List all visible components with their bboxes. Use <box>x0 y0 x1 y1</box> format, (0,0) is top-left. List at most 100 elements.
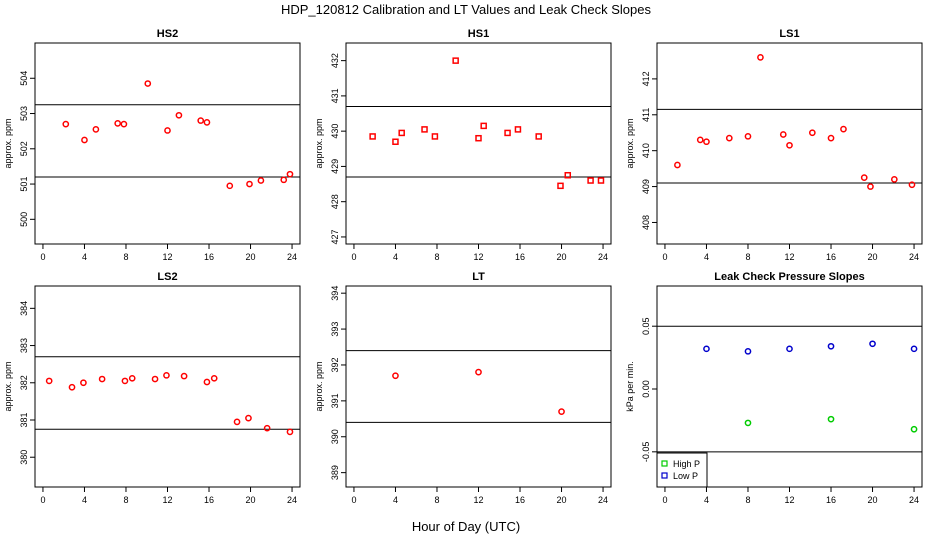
y-axis-label: approx. ppm <box>314 361 324 411</box>
data-point <box>121 377 129 385</box>
data-point <box>674 161 681 169</box>
y-tick-label: 383 <box>19 338 29 353</box>
x-tick-label: 16 <box>826 495 836 505</box>
legend-label: High P <box>673 459 700 469</box>
panel-hs2: HS2 0 4 8 12 16 20 24 500 501 502 503 504 approx. ppm <box>3 28 301 262</box>
data-point <box>175 111 183 119</box>
data-point <box>514 126 522 133</box>
data-point <box>81 136 88 144</box>
x-tick-label: 4 <box>82 495 87 505</box>
panel-leak: Leak Check Pressure Slopes 0 4 8 12 16 20 24 -0.… <box>625 271 923 505</box>
x-tick-label: 8 <box>434 252 439 262</box>
data-point <box>369 133 376 140</box>
y-tick-label: 412 <box>641 71 651 86</box>
data-point <box>744 419 752 427</box>
x-tick-label: 16 <box>204 495 214 505</box>
data-point <box>910 425 918 433</box>
data-point <box>45 377 53 385</box>
data-point <box>504 129 511 137</box>
y-tick-label: 431 <box>330 88 340 103</box>
data-point <box>62 120 70 128</box>
y-tick-label: 429 <box>330 159 340 174</box>
data-point <box>452 57 459 64</box>
y-tick-label: 500 <box>19 212 29 227</box>
data-point <box>890 176 898 183</box>
data-point <box>703 138 710 146</box>
x-tick-label: 24 <box>287 252 297 262</box>
y-tick-label: 432 <box>330 53 340 68</box>
x-tick-label: 0 <box>40 495 45 505</box>
x-tick-label: 0 <box>351 252 356 262</box>
data-point <box>564 171 572 179</box>
y-tick-label: 501 <box>19 177 29 192</box>
plot-frame <box>345 285 612 488</box>
x-tick-label: 24 <box>287 495 297 505</box>
panel-ls2: LS2 0 4 8 12 16 20 24 380 381 382 383 384 approx. ppm <box>3 271 301 505</box>
plot-frame <box>34 42 301 245</box>
y-tick-label: 382 <box>19 375 29 390</box>
data-point <box>120 120 128 128</box>
y-tick-label: 411 <box>641 108 651 122</box>
x-tick-label: 4 <box>393 495 398 505</box>
figure-title: HDP_120812 Calibration and LT Values and… <box>281 2 652 17</box>
y-tick-label: 0.00 <box>641 380 651 398</box>
data-point <box>245 414 252 422</box>
y-tick-label: 503 <box>19 106 29 121</box>
x-tick-label: 8 <box>434 495 439 505</box>
panel-title: LS2 <box>157 271 177 283</box>
x-tick-label: 8 <box>123 252 128 262</box>
x-tick-label: 12 <box>784 495 794 505</box>
x-tick-label: 16 <box>515 495 525 505</box>
data-point <box>257 177 265 184</box>
data-point <box>558 408 565 415</box>
x-tick-label: 12 <box>162 495 172 505</box>
data-point <box>725 134 733 142</box>
y-tick-label: 384 <box>19 301 29 316</box>
x-tick-label: 0 <box>662 252 667 262</box>
x-tick-label: 8 <box>745 252 750 262</box>
y-tick-label: 410 <box>641 143 651 158</box>
data-point <box>480 122 487 130</box>
data-point <box>421 126 428 133</box>
data-point <box>392 372 399 380</box>
y-tick-label: 393 <box>330 322 340 337</box>
data-point <box>286 170 294 178</box>
data-point <box>779 131 787 138</box>
x-tick-label: 16 <box>826 252 836 262</box>
x-tick-label: 12 <box>162 252 172 262</box>
x-tick-label: 4 <box>704 495 709 505</box>
data-point <box>703 345 710 353</box>
data-point <box>180 372 188 380</box>
data-point <box>210 374 218 382</box>
y-tick-label: 409 <box>641 179 651 194</box>
y-axis-label: kPa per min. <box>625 361 635 412</box>
panel-title: LT <box>472 271 485 283</box>
x-tick-label: 0 <box>351 495 356 505</box>
y-tick-label: 502 <box>19 141 29 156</box>
panel-lt: LT 0 4 8 12 16 20 24 389 390 391 392 393 394 approx. p… <box>314 271 612 505</box>
data-point <box>144 80 152 87</box>
data-point <box>827 134 835 142</box>
x-tick-label: 8 <box>745 495 750 505</box>
plot-frame <box>345 42 612 245</box>
data-point <box>744 347 752 355</box>
data-point <box>431 133 439 140</box>
y-axis-label: approx. ppm <box>3 118 13 168</box>
data-point <box>128 374 136 382</box>
y-tick-label: 0.05 <box>641 317 651 335</box>
data-point <box>164 127 171 134</box>
data-point <box>392 138 399 145</box>
figure-xlabel: Hour of Day (UTC) <box>412 519 520 534</box>
y-tick-label: 428 <box>330 194 340 209</box>
y-tick-label: 390 <box>330 429 340 444</box>
data-point <box>475 134 482 142</box>
data-point <box>263 424 271 432</box>
data-point <box>827 342 835 350</box>
legend-box <box>656 452 708 488</box>
y-tick-label: 394 <box>330 286 340 301</box>
x-tick-label: 20 <box>557 252 567 262</box>
y-tick-label: 381 <box>19 412 29 427</box>
data-point <box>786 141 793 149</box>
x-tick-label: 20 <box>246 252 256 262</box>
y-tick-label: -0.05 <box>641 442 651 463</box>
